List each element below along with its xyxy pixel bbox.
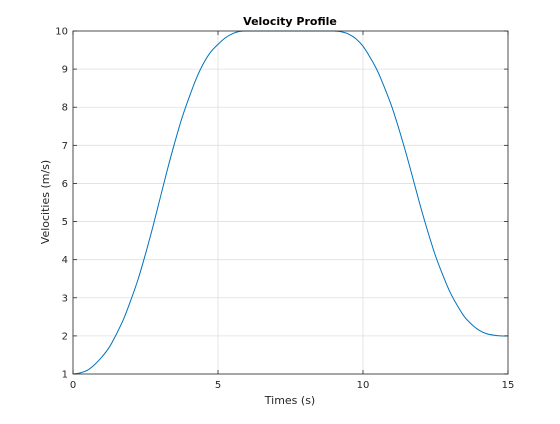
y-tick-label: 10 [55, 27, 68, 38]
x-tick-label: 0 [70, 380, 76, 391]
x-tick-label: 15 [502, 380, 515, 391]
y-tick-label: 8 [62, 103, 68, 114]
axes-background [73, 31, 508, 374]
x-tick-label: 5 [215, 380, 221, 391]
axis-ticks: 0 5 10 15 1 2 3 4 5 6 7 8 9 10 [55, 27, 514, 392]
y-tick-label: 5 [62, 217, 68, 228]
y-tick-label: 2 [62, 331, 68, 342]
x-axis-label: Times (s) [264, 394, 315, 407]
chart-title: Velocity Profile [243, 15, 337, 28]
y-tick-label: 6 [62, 179, 68, 190]
y-tick-label: 1 [62, 370, 68, 381]
y-tick-label: 9 [62, 65, 68, 76]
y-tick-label: 7 [62, 141, 68, 152]
axes-box [72, 30, 509, 375]
y-axis-label: Velocities (m/s) [39, 160, 52, 244]
y-tick-label: 3 [62, 293, 68, 304]
y-tick-label: 4 [62, 255, 68, 266]
x-tick-label: 10 [357, 380, 370, 391]
